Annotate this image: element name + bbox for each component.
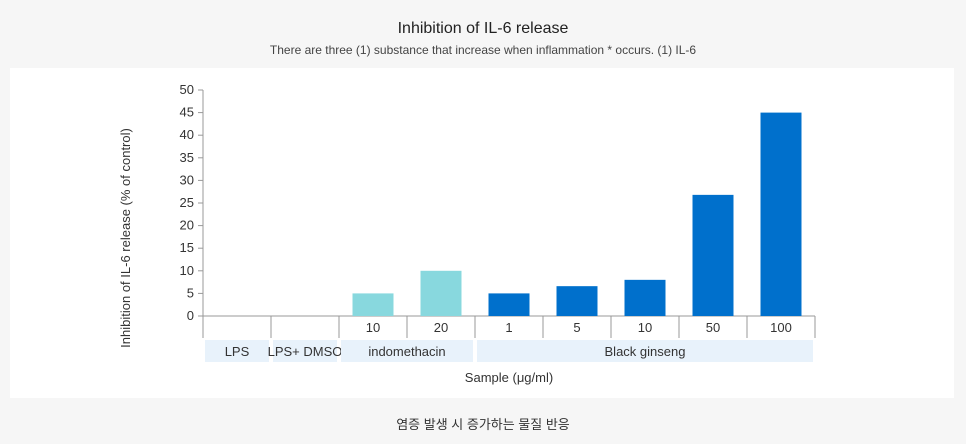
y-tick-label: 25 bbox=[180, 195, 194, 210]
group-label: indomethacin bbox=[368, 344, 445, 359]
bar bbox=[760, 112, 802, 316]
chart-title: Inhibition of IL-6 release bbox=[397, 20, 569, 37]
y-tick-label: 50 bbox=[180, 82, 194, 97]
chart-subtitle: There are three (1) substance that incre… bbox=[269, 43, 697, 57]
bar bbox=[692, 194, 734, 316]
x-dose-label: 50 bbox=[706, 320, 720, 335]
x-dose-label: 1 bbox=[505, 320, 512, 335]
group-label: Black ginseng bbox=[605, 344, 686, 359]
bar bbox=[624, 279, 666, 316]
group-band bbox=[205, 340, 269, 362]
group-band bbox=[477, 340, 813, 362]
group-label: LPS bbox=[225, 344, 250, 359]
x-dose-label: 10 bbox=[366, 320, 380, 335]
y-tick-label: 35 bbox=[180, 150, 194, 165]
bar bbox=[352, 293, 394, 316]
y-axis-title: Inhibition of IL-6 release (% of control… bbox=[118, 128, 133, 348]
group-band bbox=[273, 340, 337, 362]
y-tick-label: 0 bbox=[187, 308, 194, 323]
group-band bbox=[341, 340, 473, 362]
y-tick-label: 20 bbox=[180, 218, 194, 233]
group-label: LPS+ DMSO bbox=[268, 344, 343, 359]
y-tick-label: 10 bbox=[180, 263, 194, 278]
x-axis-title: Sample (μg/ml) bbox=[465, 370, 553, 385]
y-tick-label: 30 bbox=[180, 172, 194, 187]
x-dose-label: 5 bbox=[573, 320, 580, 335]
x-dose-label: 10 bbox=[638, 320, 652, 335]
y-tick-label: 5 bbox=[187, 285, 194, 300]
x-dose-label: 20 bbox=[434, 320, 448, 335]
y-tick-label: 40 bbox=[180, 127, 194, 142]
chart-panel: 0 5 10 15 20 25 30 35 40 45 50 Inhibition of IL-6 r… bbox=[10, 68, 954, 398]
bar bbox=[420, 270, 462, 316]
y-tick-label: 15 bbox=[180, 240, 194, 255]
bar bbox=[556, 286, 598, 316]
figure-caption: 염증 발생 시 증가하는 물질 반응 bbox=[396, 417, 570, 432]
x-dose-label: 100 bbox=[770, 320, 792, 335]
y-tick-label: 45 bbox=[180, 105, 194, 120]
bar bbox=[488, 293, 530, 316]
